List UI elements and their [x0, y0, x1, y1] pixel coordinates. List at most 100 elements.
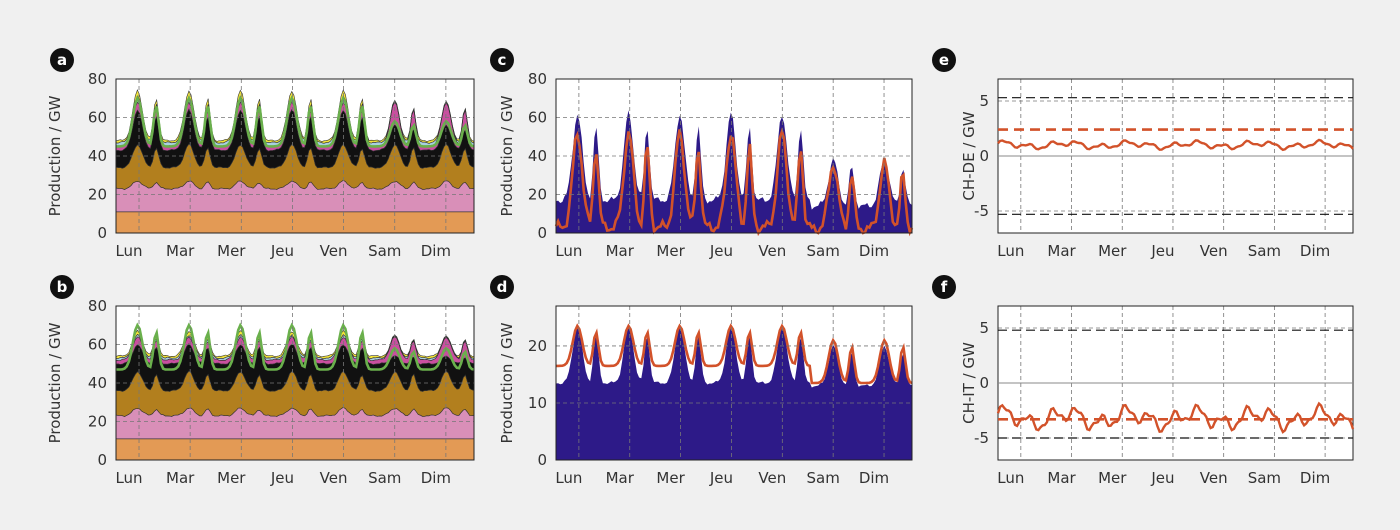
x-tick-label-sam: Sam [1248, 242, 1281, 260]
x-tick-label-ven: Ven [320, 242, 348, 260]
x-tick-label-dim: Dim [421, 469, 451, 487]
y-tick-label: 40 [528, 147, 547, 165]
y-tick-label: 0 [97, 224, 107, 242]
y-tick-label: 0 [537, 451, 547, 469]
y-axis-label: CH-IT / GW [960, 342, 978, 424]
x-tick-label-mer: Mer [656, 469, 685, 487]
x-tick-label-lun: Lun [115, 242, 142, 260]
badge-circle [50, 275, 74, 299]
y-tick-label: 60 [88, 336, 107, 354]
x-tick-label-sam: Sam [368, 469, 401, 487]
y-tick-label: 0 [97, 451, 107, 469]
y-tick-label: 20 [528, 186, 547, 204]
x-tick-label-mer: Mer [217, 469, 246, 487]
panel-label-badge: b [50, 275, 74, 299]
x-tick-label-mar: Mar [166, 469, 195, 487]
y-axis-label: Production / GW [498, 95, 516, 216]
x-tick-label-lun: Lun [555, 469, 582, 487]
x-tick-label-sam: Sam [368, 242, 401, 260]
panel-label-badge: e [932, 48, 956, 72]
x-tick-label-ven: Ven [1200, 469, 1228, 487]
panel-label: c [498, 51, 507, 69]
panel-a: 0 20 40 60 80 Lun Mar Mer Jeu Ven Sam Dim Production… [46, 48, 475, 260]
x-tick-label-lun: Lun [997, 242, 1024, 260]
stack-layer-nuclear [115, 211, 475, 234]
x-tick-label-lun: Lun [115, 469, 142, 487]
x-tick-label-ven: Ven [320, 469, 348, 487]
y-tick-label: 20 [88, 186, 107, 204]
y-tick-label: 60 [528, 109, 547, 127]
demand-line [116, 95, 475, 148]
gridlines [556, 306, 912, 460]
x-tick-label-mar: Mar [606, 242, 635, 260]
flow-line [996, 401, 1355, 434]
y-tick-label: -5 [974, 429, 989, 447]
y-tick-label: 80 [528, 70, 547, 88]
x-tick-label-dim: Dim [859, 242, 889, 260]
x-tick-label-mer: Mer [1098, 469, 1127, 487]
badge-circle [932, 275, 956, 299]
x-tick-label-ven: Ven [758, 242, 786, 260]
panel-d: 0 10 20 Lun Mar Mer Jeu Ven Sam Dim Production / G… [490, 275, 913, 487]
y-axis-label: CH-DE / GW [960, 111, 978, 200]
x-tick-label-mar: Mar [166, 242, 195, 260]
x-tick-label-lun: Lun [555, 242, 582, 260]
x-tick-label-mer: Mer [217, 242, 246, 260]
x-tick-label-lun: Lun [997, 469, 1024, 487]
x-tick-label-jeu: Jeu [270, 242, 294, 260]
gridlines [556, 79, 912, 233]
panel-e: -5 0 5 Lun Mar Mer Jeu Ven Sam Dim CH-DE / GW e [932, 48, 1354, 260]
x-tick-label-jeu: Jeu [1150, 242, 1174, 260]
panel-label: f [941, 278, 948, 296]
y-tick-label: 0 [979, 147, 989, 165]
x-tick-label-sam: Sam [1248, 469, 1281, 487]
x-tick-label-dim: Dim [1300, 469, 1330, 487]
panel-label-badge: d [490, 275, 514, 299]
badge-circle [490, 48, 514, 72]
y-tick-label: 40 [88, 374, 107, 392]
panel-label: a [57, 51, 67, 69]
y-tick-label: 20 [88, 413, 107, 431]
area-series [556, 110, 912, 233]
x-tick-label-sam: Sam [807, 242, 840, 260]
badge-circle [490, 275, 514, 299]
x-tick-label-jeu: Jeu [709, 242, 733, 260]
badge-circle [50, 48, 74, 72]
x-tick-label-mer: Mer [656, 242, 685, 260]
y-tick-label: 5 [979, 92, 989, 110]
y-tick-label: 0 [979, 374, 989, 392]
y-tick-label: 20 [528, 337, 547, 355]
y-tick-label: 40 [88, 147, 107, 165]
x-tick-label-mar: Mar [606, 469, 635, 487]
area-series [556, 324, 912, 460]
panel-label-badge: a [50, 48, 74, 72]
y-tick-label: 10 [528, 394, 547, 412]
y-axis-label: Production / GW [498, 322, 516, 443]
gridlines [116, 306, 474, 460]
panel-c: 0 20 40 60 80 Lun Mar Mer Jeu Ven Sam Dim Production… [490, 48, 914, 260]
panel-b: 0 20 40 60 80 Lun Mar Mer Jeu Ven Sam Dim Production… [46, 275, 475, 487]
panel-label-badge: c [490, 48, 514, 72]
plot-frame [115, 305, 475, 461]
y-axis-label: Production / GW [46, 322, 64, 443]
plot-frame [555, 78, 913, 234]
x-tick-label-jeu: Jeu [709, 469, 733, 487]
x-tick-label-ven: Ven [1200, 242, 1228, 260]
panel-label: d [497, 278, 508, 296]
badge-circle [932, 48, 956, 72]
stack-layer-nuclear [115, 438, 475, 461]
plot-frame [115, 78, 475, 234]
demand-line [116, 322, 475, 371]
y-axis-label: Production / GW [46, 95, 64, 216]
plot-frame [555, 305, 913, 461]
line-series [554, 127, 914, 237]
y-tick-label: 80 [88, 70, 107, 88]
y-tick-label: 0 [537, 224, 547, 242]
panel-label: e [939, 51, 949, 69]
x-tick-label-mar: Mar [1047, 242, 1076, 260]
x-tick-label-sam: Sam [807, 469, 840, 487]
x-tick-label-ven: Ven [758, 469, 786, 487]
x-tick-label-dim: Dim [1300, 242, 1330, 260]
gridlines [116, 79, 474, 233]
